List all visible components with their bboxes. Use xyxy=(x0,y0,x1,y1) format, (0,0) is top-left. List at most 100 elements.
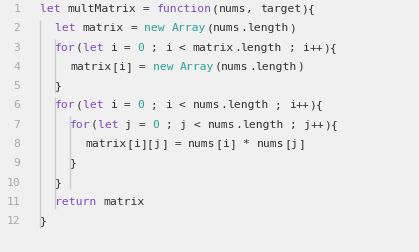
Text: ){: ){ xyxy=(323,42,337,52)
Text: .: . xyxy=(241,23,248,33)
Text: 2: 2 xyxy=(13,23,20,33)
Text: nums: nums xyxy=(213,23,241,33)
Text: length: length xyxy=(248,23,289,33)
Text: .: . xyxy=(220,100,227,110)
Text: (: ( xyxy=(91,119,98,129)
Text: .: . xyxy=(235,119,242,129)
Text: 12: 12 xyxy=(6,215,20,225)
Text: 11: 11 xyxy=(6,196,20,206)
Text: ){: ){ xyxy=(309,100,323,110)
Text: =: = xyxy=(136,4,157,14)
Text: [: [ xyxy=(126,139,133,148)
Text: ;: ; xyxy=(283,119,304,129)
Text: i: i xyxy=(165,100,172,110)
Text: matrix: matrix xyxy=(103,196,145,206)
Text: j: j xyxy=(125,119,132,129)
Text: ;: ; xyxy=(268,100,289,110)
Text: i: i xyxy=(110,42,117,52)
Text: (: ( xyxy=(215,62,221,72)
Text: ]: ] xyxy=(298,139,305,148)
Text: let: let xyxy=(83,100,110,110)
Text: ][: ][ xyxy=(140,139,154,148)
Text: ;: ; xyxy=(145,42,165,52)
Text: <: < xyxy=(172,100,192,110)
Text: j: j xyxy=(180,119,187,129)
Text: ): ) xyxy=(289,23,296,33)
Text: length: length xyxy=(242,119,283,129)
Text: 4: 4 xyxy=(13,62,20,72)
Text: 6: 6 xyxy=(13,100,20,110)
Text: i: i xyxy=(222,139,229,148)
Text: [: [ xyxy=(285,139,291,148)
Text: .: . xyxy=(249,62,256,72)
Text: let: let xyxy=(55,23,83,33)
Text: Array: Array xyxy=(172,23,206,33)
Text: i: i xyxy=(303,42,309,52)
Text: nums: nums xyxy=(192,100,220,110)
Text: [: [ xyxy=(111,62,118,72)
Text: new: new xyxy=(145,23,172,33)
Text: 7: 7 xyxy=(13,119,20,129)
Text: =: = xyxy=(117,42,137,52)
Text: (: ( xyxy=(75,42,83,52)
Text: ,: , xyxy=(246,4,260,14)
Text: let: let xyxy=(83,42,110,52)
Text: }: } xyxy=(55,177,62,187)
Text: matrix: matrix xyxy=(85,139,126,148)
Text: ]: ] xyxy=(125,62,132,72)
Text: ++: ++ xyxy=(310,119,324,129)
Text: ++: ++ xyxy=(296,100,309,110)
Text: matrix: matrix xyxy=(70,62,111,72)
Text: j: j xyxy=(154,139,160,148)
Text: .: . xyxy=(234,42,241,52)
Text: ): ) xyxy=(297,62,304,72)
Text: let: let xyxy=(98,119,125,129)
Text: 0: 0 xyxy=(137,100,145,110)
Text: j: j xyxy=(304,119,310,129)
Text: matrix: matrix xyxy=(83,23,124,33)
Text: 3: 3 xyxy=(13,42,20,52)
Text: 1: 1 xyxy=(13,4,20,14)
Text: i: i xyxy=(165,42,172,52)
Text: for: for xyxy=(55,42,75,52)
Text: nums: nums xyxy=(257,139,285,148)
Text: ]: ] xyxy=(160,139,168,148)
Text: 9: 9 xyxy=(13,158,20,168)
Text: nums: nums xyxy=(207,119,235,129)
Text: ;: ; xyxy=(145,100,165,110)
Text: length: length xyxy=(241,42,282,52)
Text: =: = xyxy=(132,119,153,129)
Text: multMatrix: multMatrix xyxy=(67,4,136,14)
Text: }: } xyxy=(70,158,77,168)
Text: 5: 5 xyxy=(13,81,20,91)
Text: target: target xyxy=(260,4,301,14)
Text: nums: nums xyxy=(188,139,216,148)
Text: j: j xyxy=(291,139,298,148)
Text: =: = xyxy=(132,62,153,72)
Text: let: let xyxy=(40,4,67,14)
Text: i: i xyxy=(110,100,117,110)
Text: <: < xyxy=(187,119,207,129)
Text: function: function xyxy=(157,4,212,14)
Text: new: new xyxy=(153,62,180,72)
Text: nums: nums xyxy=(221,62,249,72)
Text: length: length xyxy=(227,100,268,110)
Text: i: i xyxy=(289,100,296,110)
Text: return: return xyxy=(55,196,103,206)
Text: i: i xyxy=(118,62,125,72)
Text: ++: ++ xyxy=(309,42,323,52)
Text: 0: 0 xyxy=(153,119,159,129)
Text: (: ( xyxy=(212,4,219,14)
Text: (: ( xyxy=(206,23,213,33)
Text: ){: ){ xyxy=(324,119,338,129)
Text: }: } xyxy=(40,215,47,225)
Text: =: = xyxy=(124,23,145,33)
Text: matrix: matrix xyxy=(192,42,234,52)
Text: [: [ xyxy=(216,139,222,148)
Text: for: for xyxy=(70,119,91,129)
Text: i: i xyxy=(133,139,140,148)
Text: <: < xyxy=(172,42,192,52)
Text: 10: 10 xyxy=(6,177,20,187)
Text: ;: ; xyxy=(282,42,303,52)
Text: }: } xyxy=(55,81,62,91)
